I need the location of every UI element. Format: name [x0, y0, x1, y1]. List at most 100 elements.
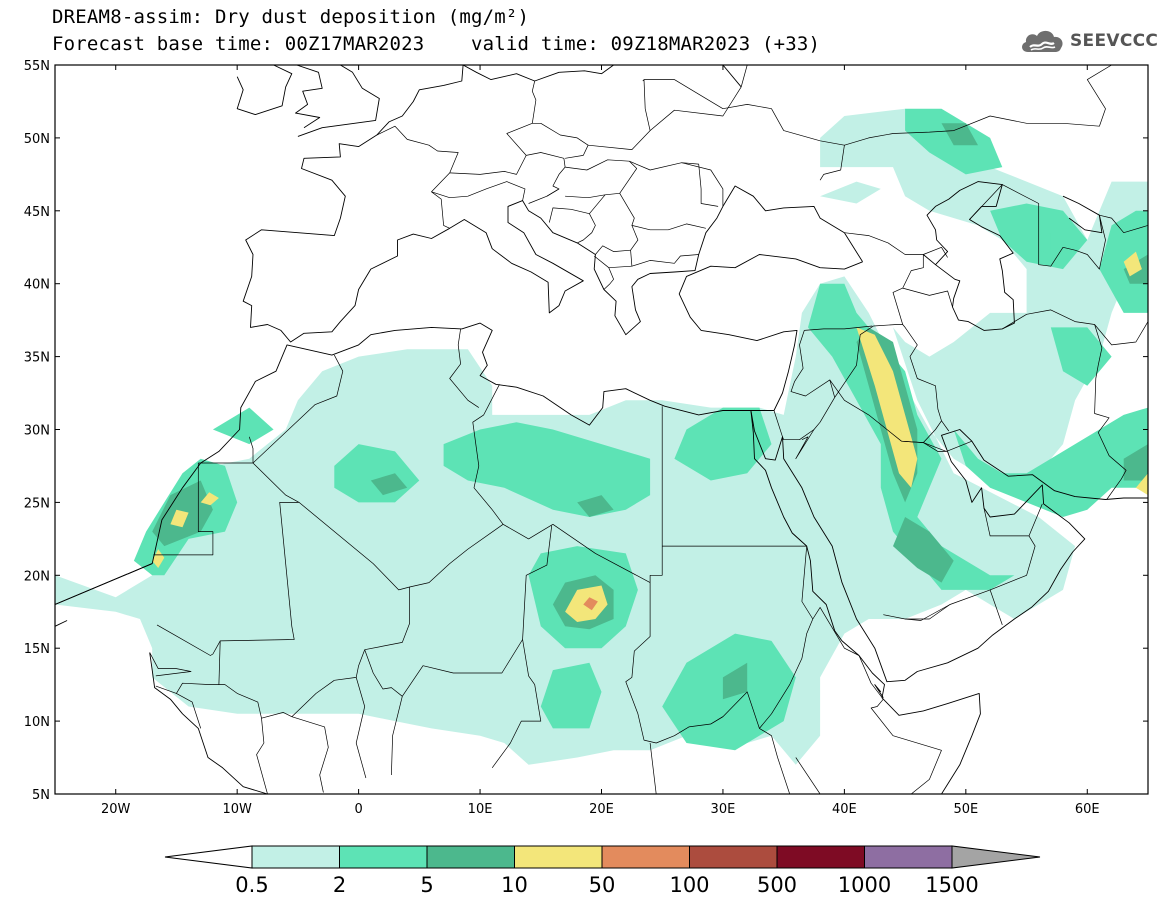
lon-tick-label: 20W — [101, 802, 131, 817]
country-border — [649, 65, 748, 131]
lat-tick-label: 15N — [24, 642, 50, 657]
deposition-region-level-1 — [443, 422, 651, 517]
cloud-icon — [1022, 30, 1063, 52]
country-border — [506, 122, 589, 159]
deposition-region-level-3 — [152, 549, 165, 568]
coastline — [750, 410, 1148, 683]
lon-tick-label: 10W — [222, 802, 252, 817]
country-border — [153, 463, 214, 556]
map-title: DREAM8-assim: Dry dust deposition (mg/m²… — [52, 6, 530, 28]
lat-tick-label: 20N — [24, 569, 50, 584]
lon-tick-label: 60E — [1075, 802, 1100, 817]
country-border — [649, 742, 687, 794]
deposition-region-level-2 — [893, 517, 954, 583]
deposition-field — [55, 108, 1148, 765]
deposition-region-level-1 — [1038, 232, 1051, 255]
country-border — [1094, 324, 1127, 500]
country-border — [710, 716, 724, 725]
country-border — [773, 330, 836, 441]
deposition-region-level-1 — [540, 662, 602, 729]
deposition-region-level-1 — [1050, 327, 1112, 386]
country-border — [644, 79, 845, 181]
coastline — [55, 620, 68, 627]
lat-tick-label: 5N — [32, 788, 50, 803]
country-border — [198, 436, 254, 464]
lon-tick-label: 40E — [832, 802, 857, 817]
lon-tick-label: 20E — [589, 802, 614, 817]
country-border — [625, 582, 791, 794]
deposition-region-level-2 — [1123, 444, 1148, 481]
lat-tick-label: 10N — [24, 715, 50, 730]
coastlines — [55, 65, 1148, 794]
country-border — [681, 162, 724, 207]
colorbar: 0.5 2 5 10 50 100 500 1000 1500 — [164, 845, 1041, 897]
logo-text: SEEVCCC — [1070, 31, 1159, 51]
country-border — [834, 324, 903, 398]
country-border — [502, 406, 663, 583]
lon-tick-label: 50E — [953, 802, 978, 817]
deposition-region-level-4 — [583, 597, 598, 611]
colorbar-segment — [689, 845, 778, 869]
lat-tick-label: 50N — [24, 132, 50, 147]
longitude-axis: 20W 10W 0 10E 20E 30E 40E 50E 60E — [101, 65, 1100, 817]
colorbar-label: 1000 — [838, 873, 891, 897]
country-border — [156, 462, 300, 656]
country-border — [155, 680, 335, 719]
country-border — [565, 159, 638, 199]
country-border — [902, 287, 953, 308]
deposition-region-level-2 — [941, 123, 978, 146]
country-border — [218, 640, 221, 685]
colorbar-segment — [339, 845, 428, 869]
country-border — [629, 160, 719, 207]
colorbar-label: 50 — [589, 873, 616, 897]
country-border — [431, 181, 526, 201]
country-border — [923, 420, 950, 443]
country-border — [619, 193, 706, 231]
country-border — [759, 618, 814, 729]
colorbar-label: 0.5 — [235, 873, 268, 897]
country-border — [608, 265, 632, 269]
lat-tick-label: 30N — [24, 424, 50, 439]
country-border — [548, 207, 596, 244]
country-border — [883, 604, 951, 621]
country-border — [983, 508, 1029, 537]
deposition-region-level-0 — [55, 108, 1148, 765]
country-border — [595, 245, 631, 255]
country-border — [801, 546, 860, 656]
lat-tick-label: 45N — [24, 205, 50, 220]
country-borders — [149, 65, 1148, 794]
country-border — [989, 503, 1043, 591]
country-border — [1002, 309, 1148, 346]
country-border — [795, 757, 821, 794]
lat-tick-label: 40N — [24, 278, 50, 293]
country-border — [946, 440, 973, 452]
country-border — [858, 655, 942, 794]
colorbar-label: 500 — [757, 873, 797, 897]
deposition-region-level-1 — [212, 407, 274, 445]
country-border — [449, 152, 566, 197]
deposition-region-level-2 — [722, 662, 748, 700]
country-border — [588, 79, 651, 150]
country-border — [791, 532, 807, 547]
country-border — [795, 429, 815, 460]
country-border — [531, 80, 537, 124]
country-border — [252, 354, 344, 464]
colorbar-segment — [251, 845, 340, 869]
deposition-region-level-1 — [1099, 210, 1148, 313]
coastline — [236, 65, 293, 116]
seevccc-logo: SEEVCCC — [1018, 24, 1158, 58]
coastline — [295, 65, 323, 129]
deposition-region-level-3 — [1135, 473, 1148, 496]
coastline — [242, 65, 863, 343]
country-border — [844, 232, 924, 325]
coastline — [750, 410, 981, 794]
lon-tick-label: 30E — [711, 802, 736, 817]
deposition-region-level-3 — [200, 492, 219, 506]
colorbar-right-arrow — [951, 845, 1041, 869]
map-subtitle: Forecast base time: 00Z17MAR2023 valid t… — [52, 33, 821, 55]
coastline — [297, 65, 380, 137]
latitude-axis: 55N 50N 45N 40N 35N 30N 25N 20N 15N 10N 5N — [24, 59, 1148, 803]
colorbar-label: 5 — [420, 873, 433, 897]
country-border — [630, 225, 699, 267]
